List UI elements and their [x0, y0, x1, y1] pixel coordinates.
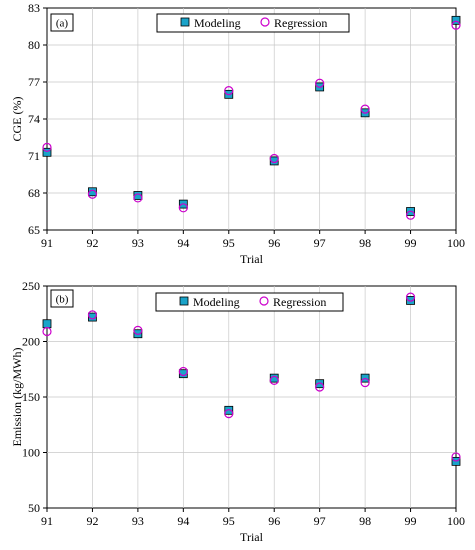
x-tick-label: 97: [314, 514, 326, 528]
regression-point: [87, 310, 98, 320]
y-tick-label: 200: [22, 335, 40, 349]
x-tick-label: 91: [41, 236, 53, 250]
x-tick-label: 100: [447, 236, 465, 250]
y-tick-label: 65: [28, 223, 40, 237]
regression-point: [269, 375, 279, 385]
x-ticks-b: 91 92 93 94 95 96 97 98 99 100: [41, 508, 465, 528]
regression-point: [315, 78, 325, 88]
x-axis-label-b: Trial: [240, 530, 264, 544]
regression-point: [178, 203, 188, 213]
regression-point: [42, 142, 52, 152]
legend-label-modeling-b: Modeling: [193, 295, 240, 309]
data-points-b: [42, 292, 461, 466]
modeling-point: [133, 191, 143, 200]
modeling-point: [269, 156, 279, 166]
gridlines-b: [47, 286, 456, 508]
y-tick-label: 50: [28, 501, 40, 515]
panel-label-box-a: [50, 13, 74, 32]
regression-point: [405, 210, 416, 220]
regression-point: [224, 409, 234, 419]
x-tick-label: 96: [268, 236, 280, 250]
x-tick-label: 95: [223, 236, 235, 250]
regression-point: [269, 153, 279, 164]
y-tick-label: 80: [28, 38, 40, 52]
x-tick-label: 94: [177, 514, 189, 528]
panel-label-a: (a): [50, 13, 74, 32]
modeling-point: [315, 379, 325, 389]
y-ticks-b: 50 100 150 200 250: [22, 279, 47, 515]
y-tick-label: 83: [28, 1, 40, 15]
x-tick-label: 93: [132, 514, 144, 528]
x-tick-label: 91: [41, 514, 53, 528]
legend-box-a: [156, 13, 350, 33]
legend-marker-regression-b: [259, 296, 269, 306]
regression-point: [133, 193, 143, 203]
regression-point: [133, 325, 143, 335]
x-tick-label: 95: [223, 514, 235, 528]
regression-point: [178, 366, 188, 377]
x-tick-label: 99: [405, 236, 417, 250]
regression-point: [405, 292, 416, 302]
x-tick-label: 99: [405, 514, 417, 528]
chart-panel-b: 50 100 150 200 250 91 92 93 94 95 96 97 98 99 100 Tri…: [10, 279, 465, 544]
y-axis-label-b: Emission (kg/MWh): [10, 348, 24, 447]
legend-marker-regression-a: [260, 17, 270, 27]
x-axis-label-a: Trial: [240, 252, 264, 266]
x-tick-label: 97: [314, 236, 326, 250]
x-tick-label: 92: [86, 514, 98, 528]
x-tick-label: 98: [359, 236, 371, 250]
y-tick-label: 71: [28, 149, 40, 163]
x-tick-label: 96: [268, 514, 280, 528]
gridlines-a: [47, 8, 456, 230]
y-ticks-a: 65 68 71 74 77 80 83: [28, 1, 47, 237]
modeling-point: [88, 187, 97, 197]
modeling-point: [406, 296, 415, 305]
modeling-point: [133, 329, 143, 339]
panel-label-b: (b): [50, 289, 74, 308]
legend-label-regression-a: Regression: [274, 16, 327, 30]
panel-label-text-b: (b): [56, 294, 69, 306]
regression-point: [42, 326, 52, 337]
regression-point: [360, 104, 370, 114]
regression-point: [87, 189, 98, 199]
legend-marker-modeling-b: [179, 296, 189, 306]
panel-label-box-b: [50, 289, 74, 308]
regression-point: [451, 452, 461, 462]
legend-box-b: [155, 292, 344, 312]
modeling-point: [451, 15, 461, 25]
y-tick-label: 74: [28, 112, 40, 126]
legend-marker-modeling-a: [180, 17, 190, 27]
modeling-point: [42, 147, 52, 157]
modeling-point: [42, 319, 52, 329]
regression-point: [451, 20, 461, 30]
x-tick-label: 94: [177, 236, 189, 250]
x-tick-label: 98: [359, 514, 371, 528]
y-tick-label: 68: [28, 186, 40, 200]
legend-label-regression-b: Regression: [273, 295, 326, 309]
chart-panel-a: 65 68 71 74 77 80 83 91 92 93 94 95 96 97 98 99 100 Tri…: [10, 1, 465, 266]
legend-label-modeling-a: Modeling: [194, 16, 241, 30]
x-tick-label: 93: [132, 236, 144, 250]
legend-a: Modeling Regression: [156, 13, 350, 33]
y-tick-label: 150: [22, 390, 40, 404]
regression-point: [360, 377, 370, 388]
y-tick-label: 100: [22, 446, 40, 460]
y-tick-label: 250: [22, 279, 40, 293]
regression-point: [224, 86, 234, 96]
modeling-point: [224, 405, 234, 415]
x-ticks-a: 91 92 93 94 95 96 97 98 99 100: [41, 230, 465, 250]
panel-label-text-a: (a): [56, 18, 69, 30]
y-axis-label-a: CGE (%): [10, 97, 24, 142]
x-tick-label: 100: [447, 514, 465, 528]
x-tick-label: 92: [86, 236, 98, 250]
regression-point: [315, 382, 325, 392]
data-points-a: [42, 15, 461, 220]
y-tick-label: 77: [28, 75, 40, 89]
legend-b: Modeling Regression: [155, 292, 344, 312]
